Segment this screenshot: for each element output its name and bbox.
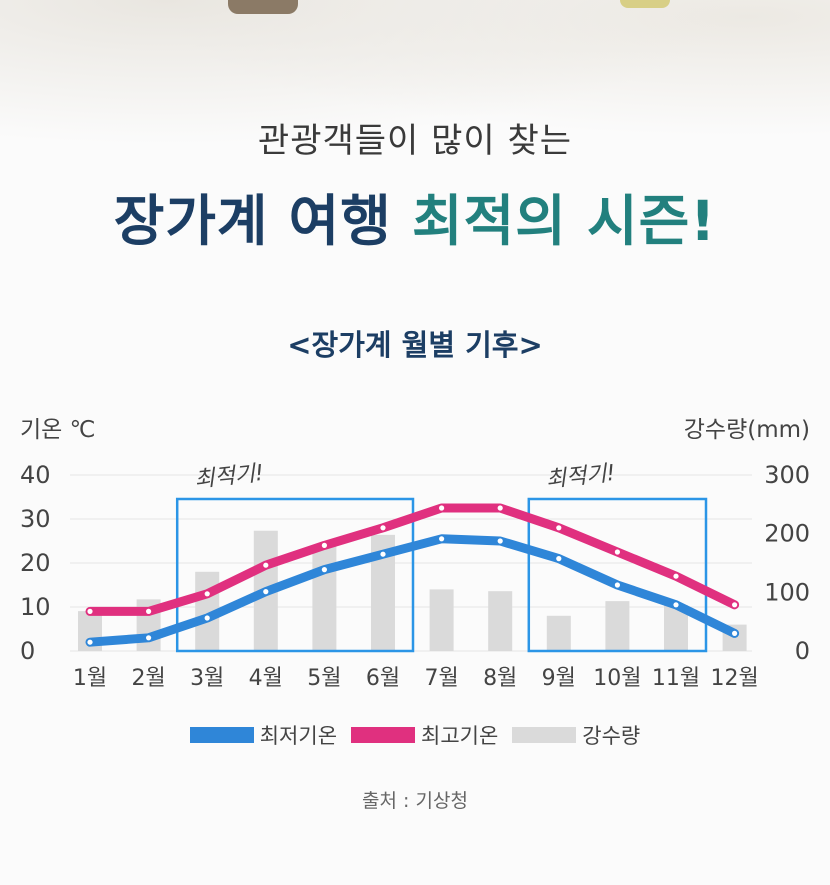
legend-item-rain: 강수량 [512, 720, 640, 750]
legend-item-high: 최고기온 [351, 720, 498, 750]
x-tick-label: 6월 [366, 666, 400, 691]
decorative-image-top-left [228, 0, 298, 14]
axis-ticks: 0 10 20 30 40 0 100 200 300 1월 2월 3월 4월 5월 6월 7월 8월 9월 10월… [20, 461, 810, 691]
headline-part1: 장가계 여행 [113, 189, 392, 253]
rain-bar [605, 601, 630, 651]
series-point-low [497, 538, 503, 544]
rain-bar [312, 545, 337, 651]
optimal-period-box [527, 497, 708, 653]
series-point-low [732, 630, 738, 636]
series-line-low [85, 534, 740, 647]
rain-bar [488, 591, 513, 651]
series-point-high [732, 602, 738, 608]
series-point-low [673, 602, 679, 608]
series-point-low [87, 639, 93, 645]
x-tick-label: 8월 [483, 666, 517, 691]
series-point-high [439, 505, 445, 511]
y-right-axis-label: 강수량(mm) [684, 417, 810, 443]
y-right-tick: 0 [795, 637, 810, 665]
series-point-low [439, 536, 445, 542]
temperature-lines [85, 503, 740, 647]
series-point-low [146, 635, 152, 641]
legend-swatch-rain [512, 727, 577, 743]
x-tick-label: 3월 [190, 666, 224, 691]
series-point-low [204, 615, 210, 621]
subtitle: 관광객들이 많이 찾는 [257, 121, 573, 161]
series-point-high [146, 608, 152, 614]
series-point-high [263, 562, 269, 568]
series-point-high [204, 591, 210, 597]
climate-chart: 기온 ℃ 강수량(mm) 최적기! 최적기! 0 10 20 30 40 0 100 200 30… [20, 417, 810, 691]
y-left-tick: 10 [20, 593, 51, 621]
series-point-high [673, 573, 679, 579]
chart-title: <장가계 월별 기후> [287, 328, 543, 362]
x-tick-label: 1월 [73, 666, 107, 691]
series-point-high [614, 549, 621, 555]
x-tick-label: 10월 [593, 666, 641, 691]
background-wash [0, 0, 830, 170]
rain-bar [546, 615, 571, 651]
x-tick-label: 5월 [307, 666, 341, 691]
x-tick-label: 12월 [710, 666, 758, 691]
series-point-low [614, 582, 621, 588]
optimal-period-label: 최적기! [193, 461, 265, 493]
series-point-low [556, 556, 562, 562]
series-point-low [380, 551, 386, 557]
legend-label-low: 최저기온 [259, 724, 338, 748]
x-tick-label: 7월 [424, 666, 458, 691]
legend: 최저기온 최고기온 강수량 [0, 720, 830, 750]
series-point-low [321, 567, 327, 573]
x-tick-label: 4월 [249, 666, 283, 691]
x-tick-label: 11월 [652, 666, 700, 691]
optimal-period-label: 최적기! [545, 461, 617, 493]
y-left-tick: 0 [20, 637, 35, 665]
headline: 장가계 여행 최적의 시즌! [0, 176, 830, 256]
series-line-high [85, 503, 740, 616]
y-left-tick: 40 [20, 461, 51, 489]
series-point-high [497, 505, 503, 511]
legend-label-high: 최고기온 [421, 724, 499, 748]
headline-part2: 최적의 시즌! [412, 189, 717, 253]
rain-bar [429, 589, 454, 651]
y-right-tick: 200 [764, 520, 810, 548]
series-point-high [87, 608, 93, 614]
y-right-tick: 100 [764, 578, 810, 606]
source-text: 출처 : 기상청 [362, 790, 468, 812]
legend-swatch-low [189, 727, 254, 743]
legend-item-low: 최저기온 [189, 720, 338, 750]
y-left-tick: 20 [20, 549, 51, 577]
x-tick-label: 2월 [131, 666, 165, 691]
series-point-low [263, 589, 269, 595]
decorative-image-top-right [620, 0, 670, 8]
legend-label-rain: 강수량 [582, 724, 641, 748]
legend-swatch-high [351, 727, 416, 743]
y-right-tick: 300 [764, 461, 810, 489]
series-point-high [380, 525, 386, 531]
series-point-high [556, 525, 562, 531]
optimal-period-box [175, 497, 415, 653]
y-left-axis-label: 기온 ℃ [20, 417, 95, 443]
x-tick-label: 9월 [542, 666, 576, 691]
y-left-tick: 30 [20, 505, 51, 533]
series-point-high [321, 542, 327, 548]
